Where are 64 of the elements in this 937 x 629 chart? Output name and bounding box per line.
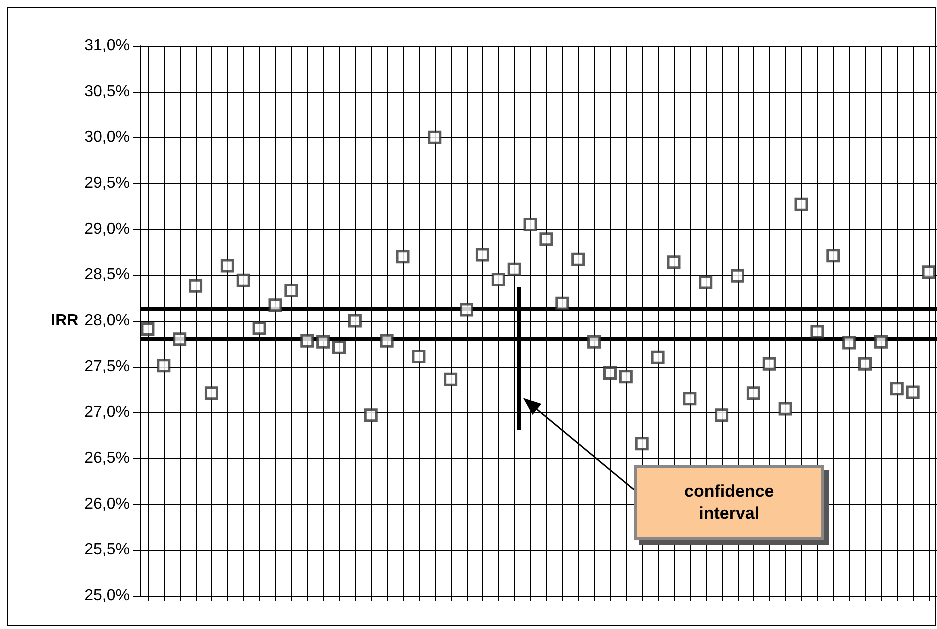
y-tick-label: 29,0%	[84, 220, 130, 238]
point	[731, 269, 744, 283]
y-tick-label: 27,0%	[84, 404, 130, 422]
point	[173, 332, 187, 346]
point	[810, 325, 824, 339]
y-tick-label: 30,0%	[84, 129, 130, 146]
point	[332, 340, 346, 354]
point	[874, 335, 888, 349]
y-axis-title: IRR	[51, 312, 80, 330]
point	[252, 322, 266, 336]
point	[444, 372, 458, 386]
y-tick-label: 26,5%	[84, 450, 130, 467]
point	[635, 437, 649, 451]
point	[762, 357, 776, 371]
point	[778, 402, 792, 416]
point	[524, 218, 538, 232]
point	[715, 408, 729, 422]
point	[890, 382, 904, 396]
point	[842, 336, 856, 350]
point	[236, 274, 250, 288]
point	[540, 232, 554, 246]
y-tick-label: 28,0%	[84, 312, 130, 330]
y-tick-label: 26,0%	[84, 496, 130, 513]
point	[284, 284, 298, 298]
y-tick-label: 25,5%	[84, 542, 130, 559]
point	[300, 334, 314, 348]
point	[858, 357, 872, 371]
point	[396, 250, 410, 264]
point	[699, 276, 713, 290]
y-tick-label: 28,5%	[84, 266, 130, 284]
point	[651, 350, 665, 364]
point	[268, 298, 282, 312]
point	[364, 408, 378, 422]
point	[508, 262, 522, 276]
point	[316, 335, 330, 349]
point	[906, 386, 920, 400]
point	[428, 130, 442, 144]
point	[460, 303, 474, 317]
point	[922, 266, 936, 280]
y-tick-label: 25,0%	[84, 588, 130, 604]
point	[588, 335, 602, 349]
point	[492, 273, 506, 286]
point	[141, 322, 155, 336]
y-tick-label: 27,5%	[84, 358, 130, 376]
point	[556, 296, 570, 310]
point	[746, 386, 760, 400]
point	[572, 252, 586, 266]
point	[826, 249, 840, 263]
y-tick-label: 31,0%	[84, 38, 130, 54]
point	[220, 259, 234, 273]
y-tick-label: 30,5%	[84, 83, 130, 100]
point	[204, 386, 218, 400]
point	[667, 256, 681, 270]
point	[157, 359, 171, 373]
point	[794, 198, 808, 212]
y-tick-label: 29,5%	[84, 175, 130, 192]
point	[380, 334, 394, 348]
point	[683, 392, 697, 406]
point	[189, 279, 203, 293]
point	[412, 350, 426, 364]
point	[348, 314, 362, 328]
point	[476, 248, 490, 262]
point	[619, 370, 633, 384]
point	[603, 366, 617, 380]
